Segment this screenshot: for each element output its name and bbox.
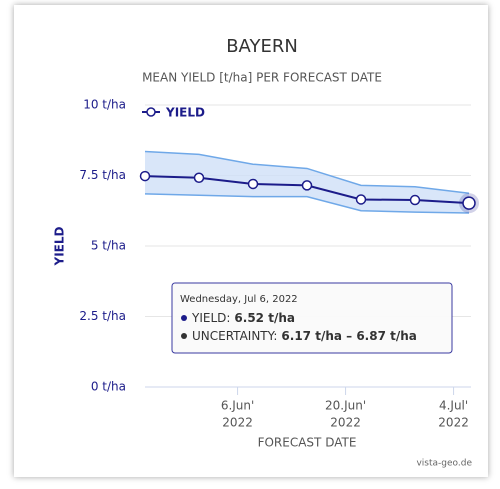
tooltip-box xyxy=(171,282,453,354)
tooltip-date: Wednesday, Jul 6, 2022 xyxy=(180,294,298,305)
data-point xyxy=(462,196,476,210)
tooltip-value: 6.17 t/ha – 6.87 t/ha xyxy=(281,329,416,343)
data-point xyxy=(247,178,259,190)
y-tick-label: 7.5 t/ha xyxy=(79,168,126,182)
chart-subtitle: MEAN YIELD [t/ha] PER FORECAST DATE xyxy=(142,71,382,85)
data-point xyxy=(301,180,313,191)
y-tick-label: 10 t/ha xyxy=(83,98,126,112)
data-point xyxy=(139,170,151,182)
tooltip-label: YIELD: xyxy=(191,311,230,325)
tooltip-item: YIELD: 6.52 t/ha xyxy=(191,311,295,325)
x-tick-label: 6.Jun' xyxy=(221,399,255,413)
uncertainty-edge xyxy=(144,193,470,214)
x-axis-title: FORECAST DATE xyxy=(258,436,357,450)
x-tick-label: 2022 xyxy=(330,416,361,430)
tooltip-bullet xyxy=(181,315,187,321)
y-tick-label: 0 t/ha xyxy=(91,380,126,394)
y-tick-label: 5 t/ha xyxy=(91,239,126,253)
y-tick-label: 2.5 t/ha xyxy=(79,309,126,323)
legend-label: YIELD xyxy=(165,106,205,120)
tooltip-value: 6.52 t/ha xyxy=(234,311,295,325)
tooltip-bullet xyxy=(181,333,187,339)
uncertainty-edge xyxy=(144,150,470,195)
x-tick-label: 2022 xyxy=(222,416,253,430)
y-axis-title: YIELD xyxy=(53,226,67,266)
card xyxy=(14,5,488,477)
chart-title: BAYERN xyxy=(226,36,298,57)
x-tick-label: 4.Jul' xyxy=(439,399,468,413)
tooltip-item: UNCERTAINTY: 6.17 t/ha – 6.87 t/ha xyxy=(192,329,417,343)
data-point xyxy=(355,194,367,205)
data-point xyxy=(409,194,421,206)
tooltip-label: UNCERTAINTY: xyxy=(192,329,277,343)
credits: vista-geo.de xyxy=(416,459,472,469)
data-point xyxy=(193,172,205,184)
legend-marker xyxy=(146,107,156,117)
x-tick-label: 2022 xyxy=(438,416,469,430)
x-tick-label: 20.Jun' xyxy=(325,399,366,413)
